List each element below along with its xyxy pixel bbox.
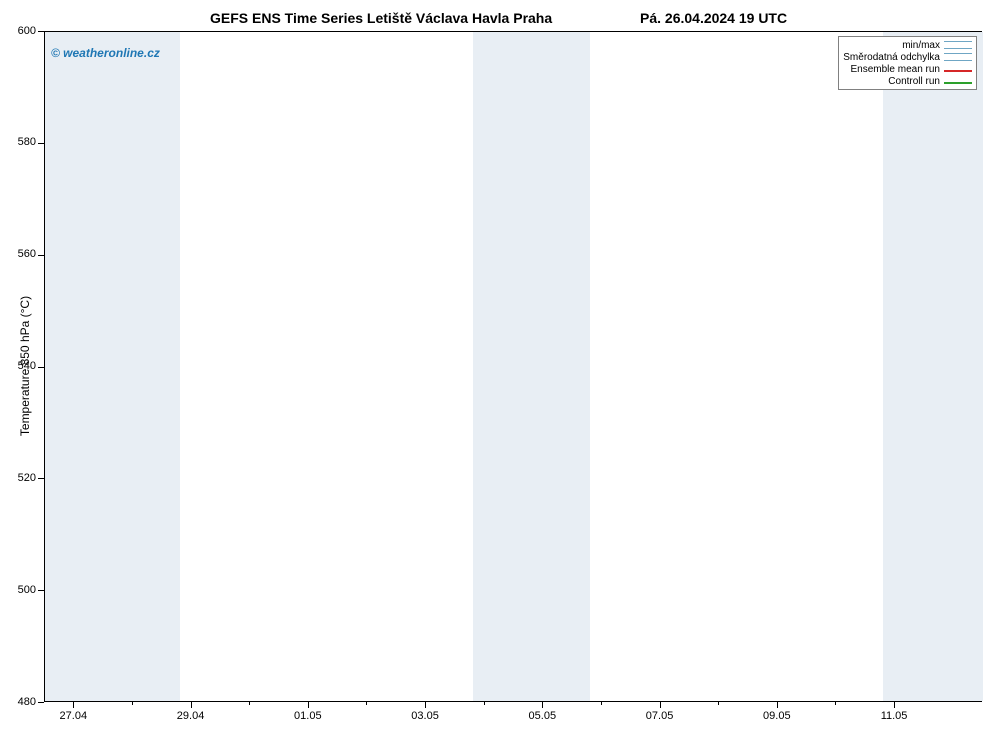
x-minor-tick-mark [484, 702, 485, 705]
x-tick-label: 27.04 [53, 710, 93, 722]
x-tick-mark [660, 702, 661, 708]
x-minor-tick-mark [835, 702, 836, 705]
legend-row: Ensemble mean run [843, 63, 972, 75]
y-tick-label: 580 [18, 136, 36, 148]
legend-label: min/max [902, 40, 940, 51]
legend: min/maxSměrodatná odchylkaEnsemble mean … [838, 36, 977, 90]
x-tick-label: 09.05 [757, 710, 797, 722]
weekend-band [45, 32, 180, 701]
x-tick-mark [777, 702, 778, 708]
weekend-band [473, 32, 590, 701]
x-tick-label: 11.05 [874, 710, 914, 722]
x-tick-label: 03.05 [405, 710, 445, 722]
y-tick-label: 520 [18, 472, 36, 484]
weekend-band [883, 32, 983, 701]
y-tick-mark [38, 702, 44, 703]
x-tick-label: 05.05 [522, 710, 562, 722]
y-tick-label: 540 [18, 360, 36, 372]
x-minor-tick-mark [249, 702, 250, 705]
y-tick-mark [38, 590, 44, 591]
y-tick-mark [38, 143, 44, 144]
plot-area: © weatheronline.cz min/maxSměrodatná odc… [44, 31, 982, 702]
watermark: © weatheronline.cz [51, 46, 160, 60]
chart-title-right: Pá. 26.04.2024 19 UTC [640, 10, 787, 26]
chart-container: GEFS ENS Time Series Letiště Václava Hav… [0, 0, 1000, 733]
legend-label: Controll run [888, 76, 940, 87]
x-minor-tick-mark [366, 702, 367, 705]
x-minor-tick-mark [601, 702, 602, 705]
x-tick-mark [894, 702, 895, 708]
y-tick-label: 500 [18, 584, 36, 596]
x-minor-tick-mark [718, 702, 719, 705]
x-tick-mark [191, 702, 192, 708]
x-tick-mark [308, 702, 309, 708]
x-tick-mark [425, 702, 426, 708]
y-tick-label: 480 [18, 696, 36, 708]
legend-label: Směrodatná odchylka [843, 52, 940, 63]
x-tick-mark [73, 702, 74, 708]
x-tick-label: 29.04 [171, 710, 211, 722]
y-tick-mark [38, 31, 44, 32]
legend-swatch [944, 53, 972, 61]
x-minor-tick-mark [132, 702, 133, 705]
legend-swatch [944, 70, 972, 72]
y-tick-mark [38, 478, 44, 479]
y-tick-mark [38, 367, 44, 368]
x-tick-label: 07.05 [640, 710, 680, 722]
y-tick-label: 560 [18, 248, 36, 260]
legend-row: Směrodatná odchylka [843, 51, 972, 63]
x-tick-label: 01.05 [288, 710, 328, 722]
x-tick-mark [542, 702, 543, 708]
legend-row: Controll run [843, 75, 972, 87]
legend-row: min/max [843, 39, 972, 51]
y-tick-label: 600 [18, 25, 36, 37]
legend-label: Ensemble mean run [851, 64, 941, 75]
legend-swatch [944, 41, 972, 49]
legend-swatch [944, 82, 972, 84]
chart-title-left: GEFS ENS Time Series Letiště Václava Hav… [210, 10, 552, 26]
y-tick-mark [38, 255, 44, 256]
